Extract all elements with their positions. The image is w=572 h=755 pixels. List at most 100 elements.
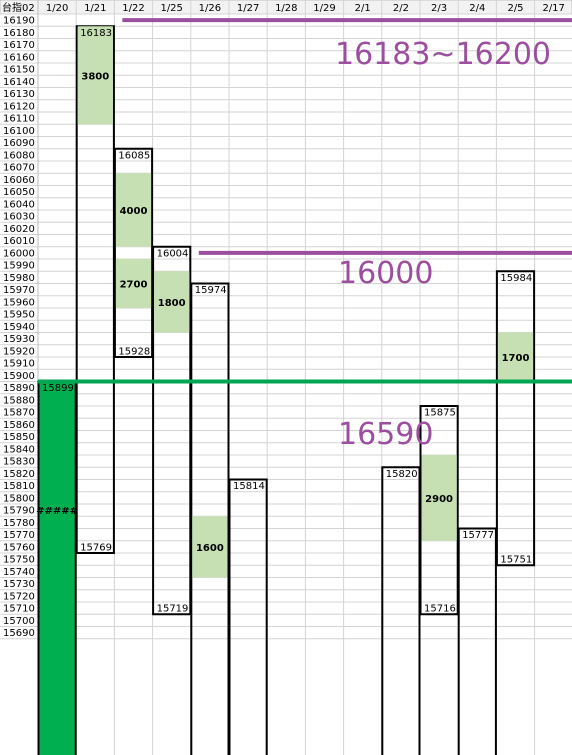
high-label: 16085 [118, 150, 150, 161]
price-label: 15920 [3, 346, 35, 357]
low-label: 15769 [80, 542, 112, 553]
price-box-2-3 [419, 405, 459, 616]
volume-label: 2700 [120, 280, 148, 291]
price-label: 15810 [3, 481, 35, 492]
volume-cell [421, 455, 457, 541]
price-label: 15840 [3, 444, 35, 455]
price-label: 16070 [3, 163, 35, 174]
date-header-1-29: 1/29 [313, 3, 335, 14]
price-label: 16130 [3, 89, 35, 100]
volume-cell [115, 259, 152, 308]
volume-label: 1800 [158, 298, 186, 309]
price-label: 15750 [3, 555, 35, 566]
date-header-2-4: 2/4 [469, 3, 485, 14]
price-label: 16190 [3, 16, 35, 27]
price-label: 16060 [3, 175, 35, 186]
high-label: 15984 [500, 273, 532, 284]
price-label: 15910 [3, 359, 35, 370]
volume-cell [115, 173, 152, 247]
volume-label: ##### [36, 506, 78, 517]
price-label: 15950 [3, 310, 35, 321]
price-box-2-4 [457, 527, 497, 755]
high-label: 16183 [80, 28, 112, 39]
low-label: 15751 [500, 555, 532, 566]
price-label: 15830 [3, 457, 35, 468]
low-label: 15716 [424, 604, 456, 615]
date-header-1-20: 1/20 [46, 3, 68, 14]
price-box-1-25 [152, 245, 192, 616]
high-label: 15820 [386, 469, 418, 480]
price-box-2-2 [381, 466, 421, 755]
price-label: 16160 [3, 52, 35, 63]
price-label: 16000 [3, 248, 35, 259]
price-label: 16150 [3, 65, 35, 76]
price-label: 15860 [3, 420, 35, 431]
price-label: 15940 [3, 322, 35, 333]
volume-cell [77, 26, 113, 125]
price-label: 16140 [3, 77, 35, 88]
corner-label: 台指02 [2, 1, 35, 14]
reference-annotation: 16183~16200 [335, 37, 551, 72]
price-label: 15720 [3, 591, 35, 602]
price-label: 15890 [3, 383, 35, 394]
price-label: 16010 [3, 236, 35, 247]
price-box-1-20 [37, 380, 77, 755]
date-header-1-28: 1/28 [275, 3, 297, 14]
price-label: 15930 [3, 334, 35, 345]
date-header-1-26: 1/26 [199, 3, 221, 14]
date-header-2-5: 2/5 [507, 3, 523, 14]
price-label: 16120 [3, 101, 35, 112]
date-header-1-27: 1/27 [237, 3, 259, 14]
price-box-1-22 [113, 147, 154, 358]
price-label: 16100 [3, 126, 35, 137]
volume-cell [154, 271, 190, 333]
price-label: 15960 [3, 297, 35, 308]
price-label: 16020 [3, 224, 35, 235]
price-label: 15980 [3, 273, 35, 284]
date-header-1-21: 1/21 [84, 3, 106, 14]
low-label: 15928 [118, 346, 150, 357]
volume-label: 3800 [81, 71, 109, 82]
price-label: 15820 [3, 469, 35, 480]
volume-cell [192, 516, 228, 578]
high-label: 15974 [195, 285, 227, 296]
price-box-1-27 [228, 478, 268, 755]
volume-label: 2900 [425, 494, 453, 505]
low-label: 15719 [157, 604, 189, 615]
price-label: 16090 [3, 138, 35, 149]
price-label: 15970 [3, 285, 35, 296]
high-label: 15814 [233, 481, 265, 492]
date-header-2-1: 2/1 [355, 3, 371, 14]
price-label: 16080 [3, 150, 35, 161]
price-label: 15990 [3, 261, 35, 272]
price-label: 15760 [3, 542, 35, 553]
price-label: 15880 [3, 395, 35, 406]
price-box-1-26 [190, 282, 230, 755]
price-label: 15770 [3, 530, 35, 541]
price-label: 16030 [3, 212, 35, 223]
high-label: 15875 [424, 408, 456, 419]
date-header-2-17: 2/17 [542, 3, 564, 14]
reference-annotation: 16000 [338, 256, 433, 291]
volume-label: 1600 [196, 543, 224, 554]
high-label: 15899 [42, 383, 74, 394]
price-label: 15870 [3, 408, 35, 419]
date-header-2-3: 2/3 [431, 3, 447, 14]
price-label: 15850 [3, 432, 35, 443]
price-label: 16040 [3, 199, 35, 210]
price-label: 15780 [3, 518, 35, 529]
high-label: 16004 [157, 248, 189, 259]
date-header-1-22: 1/22 [122, 3, 144, 14]
volume-label: 4000 [120, 206, 148, 217]
price-label: 16180 [3, 28, 35, 39]
volume-cell [497, 332, 534, 382]
price-label: 15700 [3, 616, 35, 627]
date-header-2-2: 2/2 [393, 3, 409, 14]
price-label: 15730 [3, 579, 35, 590]
price-label: 15690 [3, 628, 35, 639]
price-label: 15800 [3, 493, 35, 504]
volume-label: 1700 [502, 353, 530, 364]
price-label: 15740 [3, 567, 35, 578]
